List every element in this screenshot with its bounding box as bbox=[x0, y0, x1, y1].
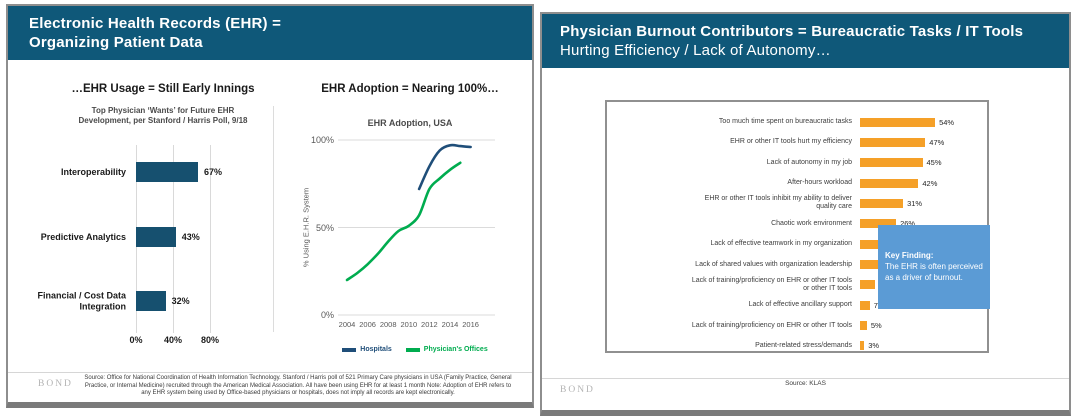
burnout-bar bbox=[860, 280, 876, 290]
burnout-value-label: 5% bbox=[870, 321, 882, 331]
legend-label: Physician's Offices bbox=[423, 346, 488, 353]
burnout-bar bbox=[860, 300, 870, 310]
adoption-chart-title: EHR Adoption = Nearing 100%… bbox=[321, 83, 499, 95]
burnout-bar bbox=[860, 117, 936, 127]
x-tick-label: 2004 bbox=[338, 320, 356, 329]
burnout-value-label: 42% bbox=[922, 178, 938, 188]
x-tick-label: 2012 bbox=[421, 320, 438, 329]
legend-swatch bbox=[405, 347, 420, 352]
burnout-value-label: 54% bbox=[939, 117, 955, 127]
y-tick-label: 0% bbox=[320, 310, 334, 320]
burnout-category-label: EHR or other IT tools inhibit my ability… bbox=[704, 195, 852, 211]
key-finding-heading: Key Finding: bbox=[885, 251, 934, 260]
bar-category-label: Interoperability bbox=[60, 166, 126, 177]
burnout-value-label: 45% bbox=[926, 158, 942, 168]
burnout-value-label: 26% bbox=[900, 219, 916, 229]
burnout-bar bbox=[860, 219, 897, 229]
x-tick-label: 2014 bbox=[441, 320, 459, 329]
slide-physician-burnout: Physician Burnout Contributors = Bureauc… bbox=[540, 12, 1071, 416]
bar bbox=[136, 162, 198, 182]
burnout-category-label: Lack of effective ancillary support bbox=[748, 301, 852, 309]
burnout-bar bbox=[860, 341, 865, 351]
legend-item: Physician's Offices bbox=[405, 346, 488, 353]
burnout-bar bbox=[860, 158, 923, 168]
series-line-hospitals bbox=[417, 143, 472, 191]
burnout-category-label: Chaotic work environment bbox=[771, 219, 852, 227]
burnout-category-label: Lack of effective teamwork in my organiz… bbox=[710, 240, 853, 248]
series-line-physician-s-offices bbox=[345, 161, 462, 282]
left-slide-header: Electronic Health Records (EHR) = Organi… bbox=[8, 6, 532, 60]
burnout-bar bbox=[860, 198, 904, 208]
burnout-bar bbox=[860, 239, 891, 249]
legend-swatch bbox=[342, 347, 357, 352]
burnout-category-label: Too much time spent on bureaucratic task… bbox=[718, 118, 852, 125]
bar-value-label: 32% bbox=[171, 296, 190, 306]
key-finding-body: The EHR is often perceived as a driver o… bbox=[885, 262, 983, 282]
right-footer-separator bbox=[542, 378, 1069, 379]
burnout-category-label: EHR or other IT tools hurt my efficiency bbox=[730, 138, 852, 146]
burnout-category-label: After-hours workload bbox=[787, 179, 852, 187]
burnout-row: EHR or other IT tools hurt my efficiency… bbox=[687, 132, 981, 152]
burnout-row: Too much time spent on bureaucratic task… bbox=[687, 112, 981, 132]
burnout-row: After-hours workload 42% bbox=[687, 173, 981, 193]
bond-logo: BOND bbox=[560, 385, 595, 395]
burnout-bar bbox=[860, 178, 919, 188]
burnout-bar bbox=[860, 260, 890, 270]
adoption-legend: Hospitals Physician's Offices bbox=[305, 346, 525, 353]
burnout-row: Lack of training/proficiency on EHR or o… bbox=[687, 316, 981, 336]
burnout-value-label: 31% bbox=[907, 198, 923, 208]
burnout-row: Chaotic work environment 26% bbox=[687, 214, 981, 234]
legend-label: Hospitals bbox=[360, 346, 392, 353]
burnout-bar bbox=[860, 321, 867, 331]
bar-category-label: Financial / Cost Data Integration bbox=[37, 290, 126, 312]
y-tick-label: 50% bbox=[315, 222, 334, 233]
burnout-bar bbox=[860, 137, 926, 147]
bar-value-label: 43% bbox=[181, 232, 200, 242]
left-source-text: Source: Office for National Coordination… bbox=[84, 375, 512, 397]
bar-value-label: 67% bbox=[203, 167, 222, 177]
burnout-category-label: Patient-related stress/demands bbox=[755, 341, 852, 349]
burnout-row: Patient-related stress/demands 3% bbox=[687, 336, 981, 356]
burnout-bar-chart: Too much time spent on bureaucratic task… bbox=[687, 112, 981, 356]
right-slide-header: Physician Burnout Contributors = Bureauc… bbox=[542, 14, 1069, 68]
y-tick-label: 100% bbox=[310, 135, 334, 145]
x-tick-label: 80% bbox=[200, 335, 219, 345]
legend-item: Hospitals bbox=[342, 346, 392, 353]
burnout-value-label: 47% bbox=[929, 137, 945, 147]
burnout-row: Lack of autonomy in my job 45% bbox=[687, 153, 981, 173]
burnout-category-label: Lack of training/proficiency on EHR or o… bbox=[691, 321, 852, 329]
x-tick-label: 2016 bbox=[462, 320, 479, 329]
x-tick-label: 40% bbox=[163, 335, 182, 345]
x-tick-label: 0% bbox=[129, 335, 143, 345]
right-slide-title-line2: Hurting Efficiency / Lack of Autonomy… bbox=[560, 42, 831, 59]
gridline-x-80 bbox=[210, 145, 211, 333]
x-tick-label: 2010 bbox=[400, 320, 418, 329]
burnout-category-label: Lack of training/proficiency on EHR or o… bbox=[691, 276, 852, 292]
bar bbox=[136, 291, 166, 311]
left-slide-title-line1: Electronic Health Records (EHR) = bbox=[29, 15, 282, 32]
adoption-line-chart bbox=[338, 139, 495, 316]
x-tick-label: 2008 bbox=[379, 320, 397, 329]
left-slide-title-line2: Organizing Patient Data bbox=[29, 34, 203, 51]
panel-divider bbox=[273, 106, 274, 332]
x-tick-label: 2006 bbox=[359, 320, 376, 329]
right-slide-title-line1: Physician Burnout Contributors = Bureauc… bbox=[560, 23, 1024, 40]
burnout-category-label: Lack of autonomy in my job bbox=[766, 158, 852, 166]
adoption-chart-subtitle: EHR Adoption, USA bbox=[367, 118, 453, 128]
burnout-category-label: Lack of shared values with organization … bbox=[695, 260, 852, 268]
burnout-row: EHR or other IT tools inhibit my ability… bbox=[687, 193, 981, 213]
burnout-value-label: 3% bbox=[868, 341, 880, 351]
left-footer-separator bbox=[8, 372, 532, 373]
bar-category-label: Predictive Analytics bbox=[40, 231, 126, 242]
key-finding-callout: Key Finding: The EHR is often perceived … bbox=[878, 225, 990, 309]
wants-chart-subtitle: Top Physician ‘Wants’ for Future EHR Dev… bbox=[78, 106, 248, 125]
slide-ehr-organizing: Electronic Health Records (EHR) = Organi… bbox=[6, 4, 534, 408]
wants-chart-title: …EHR Usage = Still Early Innings bbox=[71, 83, 255, 95]
right-source-text: Source: KLAS bbox=[785, 380, 826, 387]
bond-logo: BOND bbox=[38, 379, 73, 389]
bar bbox=[136, 227, 176, 247]
